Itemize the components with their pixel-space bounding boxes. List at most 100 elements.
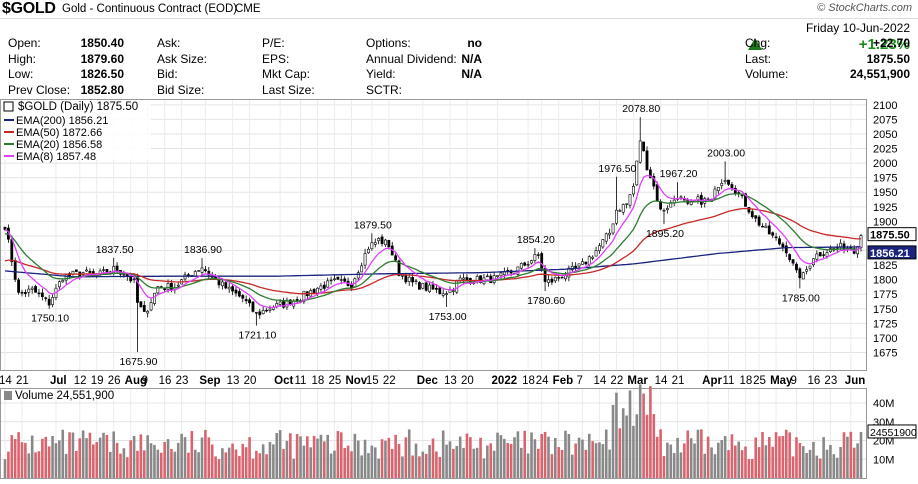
volume-bar bbox=[516, 431, 520, 478]
x-tick-label: 15 bbox=[366, 375, 379, 387]
volume-bar bbox=[13, 439, 17, 478]
volume-bar bbox=[611, 404, 615, 478]
candle-body bbox=[635, 160, 639, 186]
y-tick-label: 1775 bbox=[873, 289, 897, 301]
volume-bar bbox=[846, 436, 849, 478]
volume-bar bbox=[136, 450, 139, 478]
quote-value: 24,551,900 bbox=[849, 67, 910, 82]
candle-body bbox=[411, 277, 415, 283]
volume-bar bbox=[649, 386, 652, 478]
candle-body bbox=[791, 259, 795, 264]
candle-body bbox=[326, 280, 330, 288]
candle-body bbox=[608, 232, 612, 236]
last-value-box bbox=[867, 245, 917, 260]
volume-bar bbox=[703, 453, 707, 478]
candle-body bbox=[47, 298, 51, 306]
volume-bar bbox=[30, 435, 34, 478]
volume-bar bbox=[244, 447, 248, 478]
candle-body bbox=[34, 286, 37, 293]
candle-body bbox=[197, 270, 201, 272]
price-annotation: 1854.20 bbox=[517, 234, 555, 246]
candle-body bbox=[727, 179, 730, 185]
candle-body bbox=[489, 275, 493, 284]
candle-body bbox=[431, 284, 435, 290]
candle-body bbox=[764, 225, 768, 229]
volume-bar bbox=[159, 452, 163, 478]
candle-body bbox=[88, 270, 92, 273]
y-tick-label: 1750 bbox=[873, 304, 897, 316]
volume-tick-label: 40M bbox=[873, 398, 894, 410]
volume-bar bbox=[407, 429, 411, 478]
volume-bar bbox=[109, 451, 112, 478]
volume-bar bbox=[221, 448, 224, 478]
candle-body bbox=[370, 242, 374, 250]
volume-bar bbox=[751, 459, 754, 478]
x-tick-label: 14 bbox=[0, 375, 12, 387]
volume-bar bbox=[316, 438, 319, 478]
candle-body bbox=[418, 282, 421, 290]
candle-body bbox=[149, 302, 153, 311]
volume-bar bbox=[628, 390, 632, 478]
volume-bar bbox=[309, 447, 313, 478]
volume-bar bbox=[20, 442, 24, 478]
volume-bar bbox=[632, 425, 635, 478]
candle-body bbox=[716, 186, 720, 192]
volume-bar bbox=[153, 444, 156, 478]
candle-body bbox=[187, 274, 190, 276]
volume-bar bbox=[71, 432, 75, 478]
x-tick-label: 18 bbox=[522, 375, 535, 387]
volume-bar bbox=[231, 443, 234, 478]
volume-bar bbox=[156, 449, 160, 478]
volume-bar bbox=[520, 447, 523, 478]
candle-body bbox=[268, 308, 272, 311]
volume-bar bbox=[112, 431, 115, 478]
price-annotation: 1753.00 bbox=[429, 311, 467, 323]
candle-body bbox=[132, 278, 136, 281]
candle-body bbox=[153, 292, 156, 304]
candle-body bbox=[740, 194, 744, 197]
legend-entry: EMA(50) 1872.66 bbox=[16, 127, 102, 139]
candle-body bbox=[445, 293, 448, 295]
candle-body bbox=[176, 284, 180, 287]
x-tick-label: 25 bbox=[753, 375, 766, 387]
candle-body bbox=[265, 309, 268, 312]
candle-body bbox=[343, 278, 347, 282]
candle-body bbox=[774, 236, 778, 239]
candle-body bbox=[57, 281, 61, 288]
volume-bar bbox=[669, 444, 673, 478]
volume-bar bbox=[44, 436, 48, 478]
x-tick-label: Dec bbox=[417, 375, 439, 387]
candle-body bbox=[448, 289, 452, 294]
volume-bar bbox=[492, 450, 496, 478]
volume-bar bbox=[302, 445, 306, 478]
volume-bar bbox=[740, 450, 744, 478]
candle-body bbox=[394, 255, 398, 261]
candle-body bbox=[788, 254, 792, 261]
volume-bar bbox=[441, 430, 445, 478]
x-tick-label: 14 bbox=[593, 375, 606, 387]
candle-body bbox=[859, 235, 863, 248]
candle-body bbox=[170, 282, 173, 291]
y-tick-label: 1700 bbox=[873, 333, 897, 345]
volume-bar bbox=[377, 458, 380, 478]
candle-body bbox=[142, 305, 146, 312]
volume-bar bbox=[115, 442, 119, 478]
candle-body bbox=[784, 245, 788, 254]
y-tick-label: 1675 bbox=[873, 348, 897, 360]
volume-bar bbox=[285, 440, 289, 478]
volume-bar bbox=[435, 451, 438, 478]
volume-bar bbox=[3, 459, 7, 478]
candle-body bbox=[594, 250, 598, 257]
volume-bar bbox=[299, 436, 302, 478]
candle-body bbox=[662, 209, 666, 212]
candle-body bbox=[530, 260, 533, 264]
volume-bar bbox=[448, 441, 452, 478]
volume-bar bbox=[92, 444, 95, 478]
volume-bar bbox=[438, 456, 442, 478]
candle-body bbox=[434, 287, 438, 290]
volume-bar bbox=[258, 453, 262, 478]
volume-bar bbox=[384, 440, 387, 478]
volume-bar bbox=[523, 430, 527, 478]
volume-bar bbox=[404, 437, 408, 478]
volume-bar bbox=[234, 449, 238, 478]
